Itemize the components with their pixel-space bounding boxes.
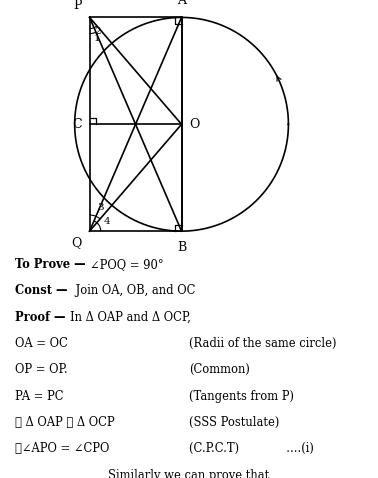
Text: ∴∠APO = ∠CPO: ∴∠APO = ∠CPO — [15, 443, 110, 456]
Text: (C.P.C.T)             ....(i): (C.P.C.T) ....(i) — [189, 443, 314, 456]
Text: OP = OP.: OP = OP. — [15, 363, 68, 376]
Text: Proof —: Proof — — [15, 311, 70, 324]
Text: ∠POQ = 90°: ∠POQ = 90° — [90, 258, 163, 271]
Text: Join OA, OB, and OC: Join OA, OB, and OC — [71, 284, 195, 297]
Text: OA = OC: OA = OC — [15, 337, 68, 350]
Text: (Common): (Common) — [189, 363, 250, 376]
Text: (Tangents from P): (Tangents from P) — [189, 390, 294, 402]
Text: Const —: Const — — [15, 284, 71, 297]
Text: To Prove —: To Prove — — [15, 258, 90, 271]
Text: 1: 1 — [94, 33, 101, 43]
Text: O: O — [189, 118, 199, 131]
Text: Q: Q — [72, 236, 82, 249]
Text: Similarly we can prove that: Similarly we can prove that — [108, 469, 270, 478]
Text: 4: 4 — [103, 217, 110, 226]
Text: In Δ OAP and Δ OCP,: In Δ OAP and Δ OCP, — [70, 311, 191, 324]
Text: C: C — [73, 118, 82, 131]
Text: (SSS Postulate): (SSS Postulate) — [189, 416, 279, 429]
Text: 3: 3 — [98, 203, 104, 212]
Text: PA = PC: PA = PC — [15, 390, 64, 402]
Text: B: B — [177, 241, 186, 254]
Text: A: A — [177, 0, 186, 8]
Text: 2: 2 — [95, 27, 101, 36]
Text: P: P — [74, 0, 82, 12]
Text: (Radii of the same circle): (Radii of the same circle) — [189, 337, 336, 350]
Text: ∴ Δ OAP ≅ Δ OCP: ∴ Δ OAP ≅ Δ OCP — [15, 416, 115, 429]
